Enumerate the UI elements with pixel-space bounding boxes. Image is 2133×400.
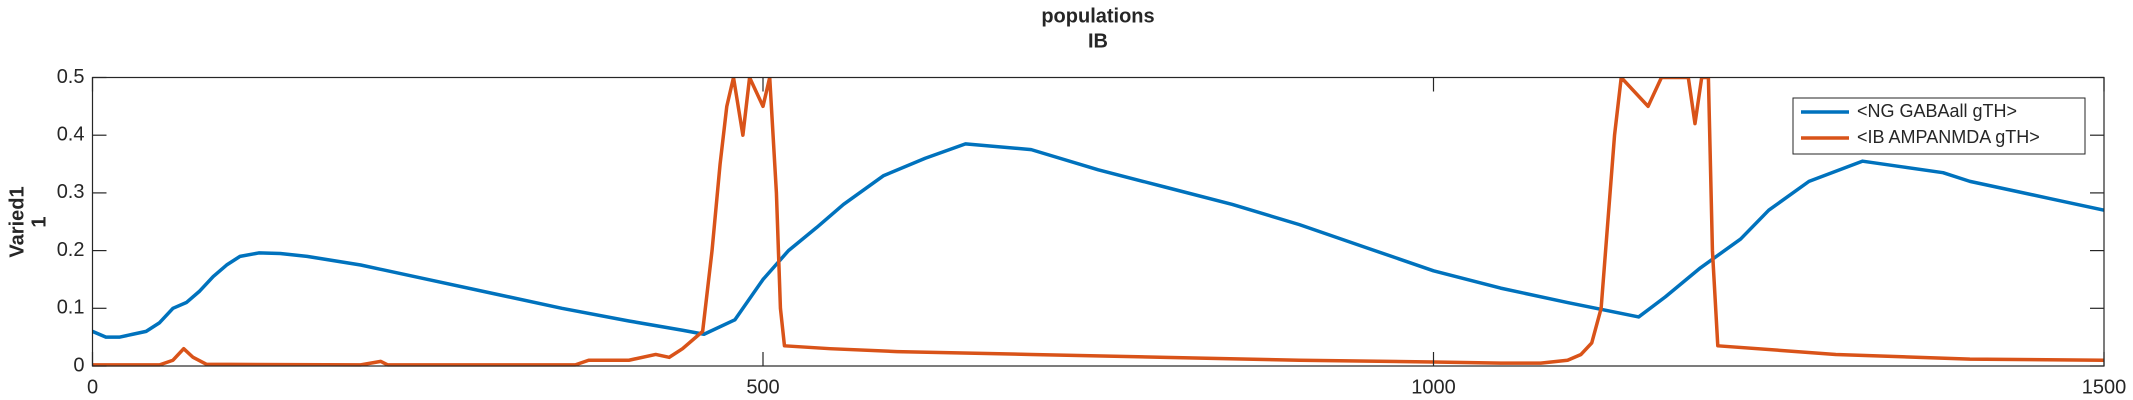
legend-box [1792, 97, 2086, 155]
legend-label: <NG GABAall gTH> [1857, 101, 2017, 121]
y-tick-label: 0.2 [57, 239, 85, 261]
y-axis-label: 1 [28, 216, 50, 227]
x-tick-label: 0 [87, 376, 98, 398]
chart-title: populations [1041, 5, 1154, 27]
x-tick-label: 500 [746, 376, 779, 398]
chart-subtitle: IB [1088, 30, 1108, 52]
y-tick-label: 0.1 [57, 297, 85, 319]
axes-background [92, 77, 2104, 366]
axes-box [91, 76, 2105, 367]
y-tick-label: 0 [73, 354, 84, 376]
x-tick-label: 1000 [1411, 376, 1456, 398]
legend: <NG GABAall gTH> <IB AMPANMDA gTH> [1792, 97, 2086, 155]
y-tick-label: 0.5 [57, 66, 85, 88]
y-tick-label: 0.3 [57, 181, 85, 203]
x-tick-label: 1500 [2082, 376, 2127, 398]
y-tick-label: 0.4 [57, 123, 85, 145]
y-axis-label: Varied1 [6, 186, 28, 257]
legend-label: <IB AMPANMDA gTH> [1857, 127, 2040, 147]
plot-area: 0 0.1 0.2 0.3 0.4 0.5 0 500 1000 1500 <NG GABAall … [57, 66, 2127, 399]
data-line [92, 142, 2105, 339]
